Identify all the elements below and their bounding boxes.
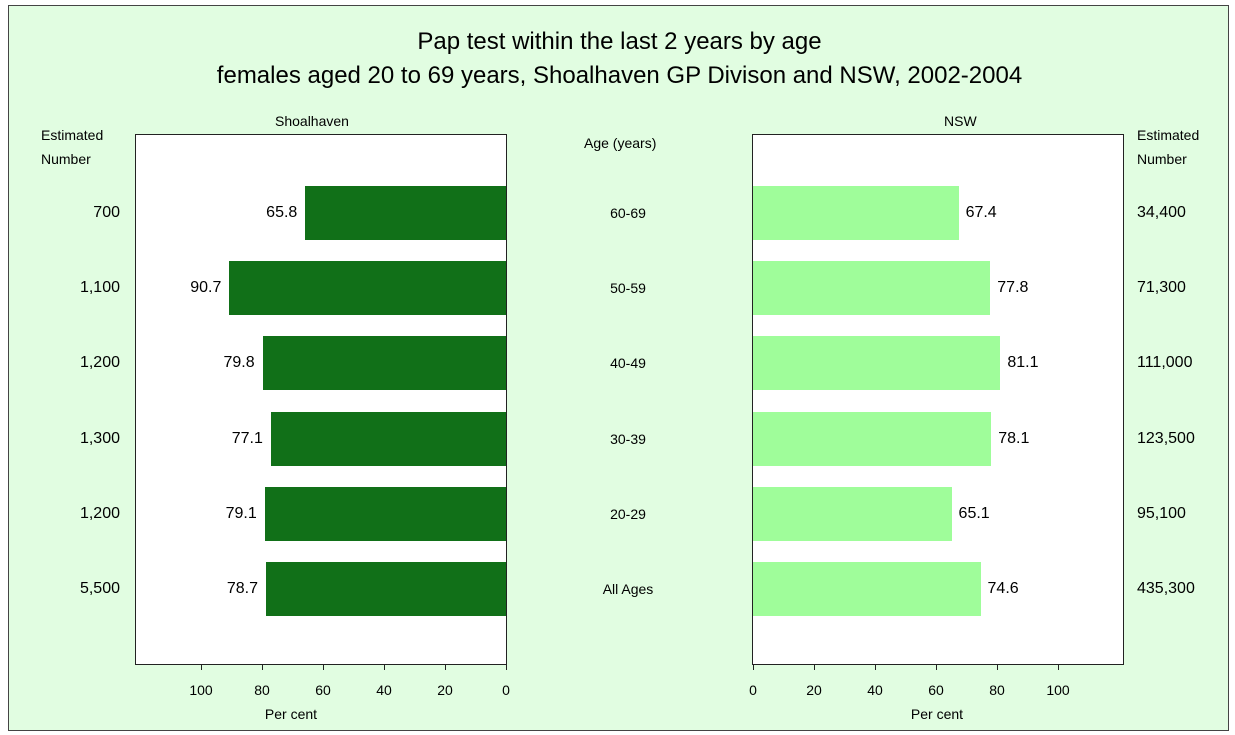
value-label-nsw: 77.8: [997, 279, 1029, 297]
estimated-number-header-text: Estimated Number: [41, 127, 104, 167]
category-label: 20-29: [610, 505, 646, 522]
x-axis-label-left: Per cent: [264, 706, 318, 722]
x-tick-label-shoalhaven: 80: [254, 682, 270, 698]
chart-title: Pap test within the last 2 years by age: [417, 28, 822, 55]
estimated-number-shoalhaven: 1,300: [79, 429, 120, 447]
estimated-number-header-left: Estimated Number: [41, 123, 103, 171]
estimated-number-header-right: Estimated Number: [1137, 123, 1199, 171]
value-label-shoalhaven: 79.8: [223, 354, 255, 372]
estimated-number-shoalhaven: 1,200: [79, 354, 120, 372]
value-label-nsw: 74.6: [987, 580, 1019, 597]
estimated-number-nsw: 34,400: [1137, 204, 1186, 221]
x-tick-label-shoalhaven: 100: [189, 682, 213, 698]
value-label-nsw: 65.1: [958, 504, 990, 522]
x-tick-shoalhaven: [445, 664, 446, 670]
bar-shoalhaven: [262, 336, 506, 391]
category-label: 50-59: [610, 280, 646, 297]
x-tick-label-shoalhaven: 60: [315, 682, 331, 698]
bar-nsw: [753, 411, 992, 466]
estimated-number-shoalhaven: 1,100: [79, 279, 120, 297]
x-tick-label-nsw: 0: [749, 682, 757, 698]
bar-shoalhaven: [270, 411, 506, 466]
category-header: Age (years): [584, 135, 657, 151]
bar-nsw: [753, 261, 991, 316]
x-tick-label-nsw: 20: [806, 682, 822, 698]
category-label: 40-49: [610, 355, 646, 372]
x-tick-shoalhaven: [201, 664, 202, 670]
bar-nsw: [753, 562, 981, 616]
panel-title-nsw: NSW: [944, 113, 977, 129]
x-tick-shoalhaven: [384, 664, 385, 670]
x-tick-nsw: [753, 664, 754, 670]
category-label: 30-39: [610, 430, 646, 447]
estimated-number-nsw: 111,000: [1137, 354, 1193, 372]
value-label-shoalhaven: 78.7: [226, 580, 258, 597]
x-tick-nsw: [936, 664, 937, 670]
x-tick-label-nsw: 80: [989, 682, 1005, 698]
x-tick-label-shoalhaven: 0: [502, 682, 510, 698]
x-tick-shoalhaven: [323, 664, 324, 670]
estimated-number-shoalhaven: 700: [93, 204, 120, 221]
x-axis-label-right: Per cent: [910, 706, 964, 722]
x-tick-label-nsw: 60: [928, 682, 944, 698]
bar-nsw: [753, 336, 1001, 391]
x-tick-nsw: [814, 664, 815, 670]
x-tick-label-nsw: 100: [1046, 682, 1070, 698]
estimated-number-nsw: 435,300: [1137, 580, 1195, 597]
value-label-shoalhaven: 90.7: [190, 279, 222, 297]
estimated-number-nsw: 71,300: [1137, 279, 1186, 297]
bar-shoalhaven: [264, 486, 506, 541]
x-tick-shoalhaven: [262, 664, 263, 670]
value-label-nsw: 81.1: [1007, 354, 1039, 372]
x-tick-shoalhaven: [506, 664, 507, 670]
value-label-shoalhaven: 65.8: [266, 204, 298, 221]
estimated-number-nsw: 95,100: [1137, 504, 1186, 522]
x-tick-nsw: [875, 664, 876, 670]
value-label-nsw: 78.1: [998, 429, 1030, 447]
x-tick-nsw: [997, 664, 998, 670]
x-tick-label-nsw: 40: [867, 682, 883, 698]
estimated-number-shoalhaven: 5,500: [79, 580, 120, 597]
x-tick-nsw: [1058, 664, 1059, 670]
chart-frame: Pap test within the last 2 years by age …: [8, 5, 1229, 731]
x-tick-label-shoalhaven: 40: [376, 682, 392, 698]
estimated-number-header-text: Estimated Number: [1137, 127, 1200, 167]
category-label: 60-69: [610, 205, 646, 221]
estimated-number-nsw: 123,500: [1137, 429, 1195, 447]
bar-nsw: [753, 186, 959, 240]
bar-shoalhaven: [265, 562, 506, 616]
bar-nsw: [753, 486, 952, 541]
value-label-shoalhaven: 79.1: [225, 504, 257, 522]
value-label-shoalhaven: 77.1: [231, 429, 263, 447]
chart-subtitle: females aged 20 to 69 years, Shoalhaven …: [216, 62, 1023, 89]
panel-title-shoalhaven: Shoalhaven: [275, 113, 349, 129]
estimated-number-shoalhaven: 1,200: [79, 504, 120, 522]
x-tick-label-shoalhaven: 20: [437, 682, 453, 698]
value-label-nsw: 67.4: [965, 204, 997, 221]
category-label: All Ages: [602, 581, 654, 597]
bar-shoalhaven: [229, 261, 506, 316]
bar-shoalhaven: [305, 186, 506, 240]
